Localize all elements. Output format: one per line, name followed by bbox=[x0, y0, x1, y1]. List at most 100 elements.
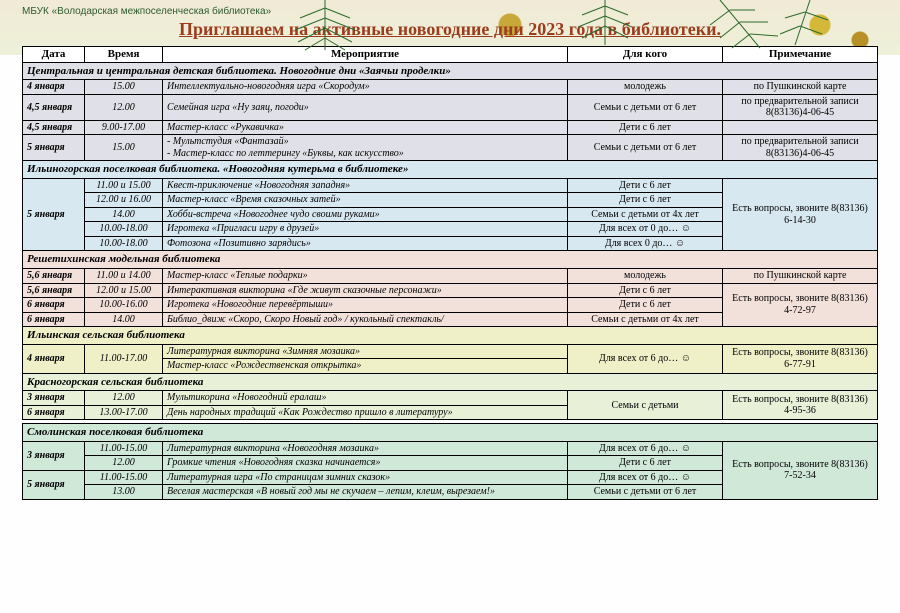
cell-time: 11.00-17.00 bbox=[85, 344, 163, 373]
cell-time: 10.00-18.00 bbox=[85, 236, 163, 251]
cell-note bbox=[723, 120, 878, 135]
cell-time: 10.00-18.00 bbox=[85, 222, 163, 237]
cell-audience: Для всех от 6 до… ☺ bbox=[568, 344, 723, 373]
cell-audience: Семьи с детьми от 6 лет bbox=[568, 135, 723, 161]
cell-event: Мастер-класс «Теплые подарки» bbox=[163, 269, 568, 284]
section-header: Ильиногорская поселковая библиотека. «Но… bbox=[23, 161, 878, 179]
cell-audience: Семьи с детьми от 6 лет bbox=[568, 94, 723, 120]
cell-event: Фотозона «Позитивно зарядись» bbox=[163, 236, 568, 251]
cell-date: 5 января bbox=[23, 178, 85, 251]
cell-date: 5 января bbox=[23, 135, 85, 161]
section-header: Ильинская сельская библиотека bbox=[23, 327, 878, 345]
cell-time: 13.00-17.00 bbox=[85, 405, 163, 420]
page-title: Приглашаем на активные новогодние дни 20… bbox=[22, 19, 878, 40]
th-date: Дата bbox=[23, 47, 85, 63]
cell-date: 3 января bbox=[23, 391, 85, 406]
cell-date: 4 января bbox=[23, 344, 85, 373]
cell-date: 6 января bbox=[23, 312, 85, 327]
cell-date: 3 января bbox=[23, 441, 85, 470]
cell-time: 9.00-17.00 bbox=[85, 120, 163, 135]
cell-event: Мультикорина «Новогодний ералаш» bbox=[163, 391, 568, 406]
table-row: 4 января15.00Интеллектуально-новогодняя … bbox=[23, 80, 878, 95]
cell-event: Игротека «Пригласи игру в друзей» bbox=[163, 222, 568, 237]
schedule-table: Дата Время Мероприятие Для кого Примечан… bbox=[22, 46, 878, 500]
table-header-row: Дата Время Мероприятие Для кого Примечан… bbox=[23, 47, 878, 63]
cell-event: Литературная викторина «Новогодняя мозаи… bbox=[163, 441, 568, 456]
table-row: 4,5 января12.00Семейная игра «Ну заяц, п… bbox=[23, 94, 878, 120]
cell-event: Интерактивная викторина «Где живут сказо… bbox=[163, 283, 568, 298]
cell-audience: молодежь bbox=[568, 80, 723, 95]
cell-event: Громкие чтения «Новогодняя сказка начина… bbox=[163, 456, 568, 471]
cell-event: День народных традиций «Как Рождество пр… bbox=[163, 405, 568, 420]
th-event: Мероприятие bbox=[163, 47, 568, 63]
cell-time: 11.00 и 14.00 bbox=[85, 269, 163, 284]
section-header: Красногорская сельская библиотека bbox=[23, 373, 878, 391]
cell-note: Есть вопросы, звоните 8(83136) 6-14-30 bbox=[723, 178, 878, 251]
cell-audience: Дети с 6 лет bbox=[568, 120, 723, 135]
cell-time: 15.00 bbox=[85, 80, 163, 95]
table-row: 3 января11.00-15.00Литературная викторин… bbox=[23, 441, 878, 456]
section-title: Смолинская поселковая библиотека bbox=[23, 424, 878, 442]
cell-time: 12.00 и 15.00 bbox=[85, 283, 163, 298]
cell-note: по предварительной записи 8(83136)4-06-4… bbox=[723, 135, 878, 161]
cell-event: - Мультстудия «Фантазай»- Мастер-класс п… bbox=[163, 135, 568, 161]
cell-audience: Семьи с детьми от 6 лет bbox=[568, 485, 723, 500]
table-row: 4,5 января9.00-17.00Мастер-класс «Рукави… bbox=[23, 120, 878, 135]
cell-audience: Дети с 6 лет bbox=[568, 456, 723, 471]
cell-audience: Дети с 6 лет bbox=[568, 298, 723, 313]
cell-event: Литературная викторина «Зимняя мозаика» bbox=[163, 344, 568, 359]
cell-note: Есть вопросы, звоните 8(83136) 7-52-34 bbox=[723, 441, 878, 499]
cell-event: Игротека «Новогодние перевёртыши» bbox=[163, 298, 568, 313]
cell-audience: Дети с 6 лет bbox=[568, 193, 723, 208]
cell-time: 12.00 bbox=[85, 456, 163, 471]
cell-date: 4 января bbox=[23, 80, 85, 95]
cell-time: 12.00 bbox=[85, 94, 163, 120]
cell-time: 14.00 bbox=[85, 312, 163, 327]
cell-date: 6 января bbox=[23, 405, 85, 420]
cell-time: 14.00 bbox=[85, 207, 163, 222]
org-name: МБУК «Володарская межпоселенческая библи… bbox=[22, 6, 878, 17]
cell-time: 12.00 и 16.00 bbox=[85, 193, 163, 208]
cell-event: Хобби-встреча «Новогоднее чудо своими ру… bbox=[163, 207, 568, 222]
cell-audience: Для всех 0 до… ☺ bbox=[568, 236, 723, 251]
cell-note: по Пушкинской карте bbox=[723, 269, 878, 284]
cell-date: 6 января bbox=[23, 298, 85, 313]
cell-note: Есть вопросы, звоните 8(83136) 4-95-36 bbox=[723, 391, 878, 420]
table-row: 5 января11.00 и 15.00Квест-приключение «… bbox=[23, 178, 878, 193]
section-title: Красногорская сельская библиотека bbox=[23, 373, 878, 391]
cell-time: 12.00 bbox=[85, 391, 163, 406]
cell-audience: Семьи с детьми от 4х лет bbox=[568, 207, 723, 222]
cell-date: 5 января bbox=[23, 470, 85, 499]
table-row: 5 января15.00- Мультстудия «Фантазай»- М… bbox=[23, 135, 878, 161]
section-title: Решетихинская модельная библиотека bbox=[23, 251, 878, 269]
cell-event: Веселая мастерская «В новый год мы не ск… bbox=[163, 485, 568, 500]
cell-audience: Семьи с детьми от 4х лет bbox=[568, 312, 723, 327]
cell-time: 15.00 bbox=[85, 135, 163, 161]
cell-time: 11.00 и 15.00 bbox=[85, 178, 163, 193]
cell-event: Мастер-класс «Рукавичка» bbox=[163, 120, 568, 135]
cell-audience: Для всех от 0 до… ☺ bbox=[568, 222, 723, 237]
cell-audience: Дети с 6 лет bbox=[568, 178, 723, 193]
section-title: Ильиногорская поселковая библиотека. «Но… bbox=[23, 161, 878, 179]
cell-date: 4,5 января bbox=[23, 94, 85, 120]
section-title: Центральная и центральная детская библио… bbox=[23, 62, 878, 80]
table-row: 3 января12.00Мультикорина «Новогодний ер… bbox=[23, 391, 878, 406]
section-header: Решетихинская модельная библиотека bbox=[23, 251, 878, 269]
cell-time: 11.00-15.00 bbox=[85, 441, 163, 456]
th-time: Время bbox=[85, 47, 163, 63]
cell-time: 10.00-16.00 bbox=[85, 298, 163, 313]
cell-event: Квест-приключение «Новогодняя западня» bbox=[163, 178, 568, 193]
cell-date: 5,6 января bbox=[23, 269, 85, 284]
cell-audience: Для всех от 6 до… ☺ bbox=[568, 470, 723, 485]
cell-note: Есть вопросы, звоните 8(83136) 4-72-97 bbox=[723, 283, 878, 327]
section-header: Центральная и центральная детская библио… bbox=[23, 62, 878, 80]
cell-event: Литературная игра «По страницам зимних с… bbox=[163, 470, 568, 485]
cell-event: Библио_движ «Скоро, Скоро Новый год» / к… bbox=[163, 312, 568, 327]
cell-audience: Для всех от 6 до… ☺ bbox=[568, 441, 723, 456]
cell-date: 4,5 января bbox=[23, 120, 85, 135]
cell-audience: молодежь bbox=[568, 269, 723, 284]
cell-note: по Пушкинской карте bbox=[723, 80, 878, 95]
cell-event: Интеллектуально-новогодняя игра «Скороду… bbox=[163, 80, 568, 95]
cell-event: Мастер-класс «Время сказочных затей» bbox=[163, 193, 568, 208]
th-audience: Для кого bbox=[568, 47, 723, 63]
